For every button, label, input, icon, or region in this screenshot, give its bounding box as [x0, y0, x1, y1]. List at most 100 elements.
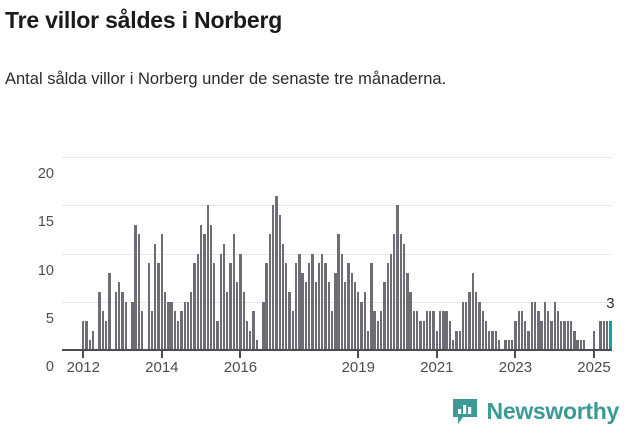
bar[interactable]	[452, 340, 455, 350]
bar[interactable]	[569, 321, 573, 350]
bar[interactable]	[556, 311, 560, 350]
bar[interactable]	[445, 311, 448, 350]
bar[interactable]	[321, 253, 324, 350]
bar[interactable]	[209, 224, 213, 350]
bar[interactable]	[402, 243, 406, 350]
bar[interactable]	[435, 330, 439, 350]
bar[interactable]	[530, 301, 533, 350]
bar[interactable]	[199, 224, 203, 350]
bar[interactable]	[491, 330, 494, 350]
bar[interactable]	[438, 311, 442, 350]
bar[interactable]	[252, 311, 255, 350]
bar[interactable]	[235, 282, 239, 350]
bar[interactable]	[543, 301, 547, 350]
bar[interactable]	[573, 330, 576, 350]
bar[interactable]	[481, 311, 484, 350]
bar[interactable]	[478, 301, 481, 350]
bar[interactable]	[190, 292, 193, 350]
bar[interactable]	[347, 263, 350, 350]
bar[interactable]	[517, 311, 520, 350]
bar[interactable]	[91, 330, 95, 350]
bar[interactable]	[537, 311, 540, 350]
bar[interactable]	[455, 330, 458, 350]
bar[interactable]	[268, 234, 272, 350]
bar[interactable]	[461, 301, 465, 350]
bar[interactable]	[311, 253, 314, 350]
bar[interactable]	[605, 321, 609, 350]
bar[interactable]	[406, 272, 409, 350]
bar[interactable]	[173, 311, 177, 350]
bar[interactable]	[203, 234, 206, 350]
bar[interactable]	[429, 311, 432, 350]
bar[interactable]	[599, 321, 602, 350]
bar[interactable]	[393, 234, 396, 350]
bar[interactable]	[239, 253, 242, 350]
bar[interactable]	[546, 311, 550, 350]
bar[interactable]	[383, 282, 386, 350]
bar[interactable]	[114, 292, 118, 350]
bar[interactable]	[216, 321, 219, 350]
bar[interactable]	[399, 234, 402, 350]
bar[interactable]	[380, 311, 383, 350]
bar[interactable]	[186, 301, 190, 350]
bar[interactable]	[409, 292, 412, 350]
bar[interactable]	[579, 340, 583, 350]
bar[interactable]	[291, 311, 294, 350]
bar[interactable]	[245, 321, 249, 350]
bar[interactable]	[386, 263, 389, 350]
bar[interactable]	[494, 330, 497, 350]
bar[interactable]	[213, 263, 216, 350]
bar[interactable]	[566, 321, 569, 350]
bar[interactable]	[416, 311, 419, 350]
bar[interactable]	[298, 253, 301, 350]
bar[interactable]	[389, 253, 393, 350]
bar[interactable]	[301, 272, 304, 350]
bar[interactable]	[229, 263, 232, 350]
bar[interactable]	[265, 263, 268, 350]
bar[interactable]	[376, 321, 380, 350]
bar[interactable]	[592, 330, 596, 350]
bar[interactable]	[504, 340, 507, 350]
bar[interactable]	[304, 282, 308, 350]
bar[interactable]	[484, 321, 488, 350]
bar[interactable]	[344, 282, 347, 350]
bar[interactable]	[360, 301, 363, 350]
bar[interactable]	[85, 321, 88, 350]
bar[interactable]	[167, 301, 170, 350]
bar[interactable]	[193, 263, 196, 350]
bar[interactable]	[609, 321, 612, 350]
bar[interactable]	[550, 321, 553, 350]
bar[interactable]	[324, 263, 327, 350]
bar[interactable]	[163, 292, 167, 350]
bar[interactable]	[419, 321, 422, 350]
bar[interactable]	[118, 282, 121, 350]
bar[interactable]	[363, 292, 366, 350]
bar[interactable]	[337, 234, 340, 350]
bar[interactable]	[442, 311, 445, 350]
bar[interactable]	[353, 282, 357, 350]
bar[interactable]	[255, 340, 258, 350]
bar[interactable]	[563, 321, 566, 350]
bar[interactable]	[281, 243, 285, 350]
bar[interactable]	[357, 292, 360, 350]
bar[interactable]	[147, 263, 150, 350]
bar[interactable]	[474, 292, 478, 350]
bar[interactable]	[334, 272, 337, 350]
bar[interactable]	[350, 272, 353, 350]
bar[interactable]	[560, 321, 563, 350]
bar[interactable]	[553, 301, 556, 350]
bar[interactable]	[232, 234, 236, 350]
bar[interactable]	[101, 311, 105, 350]
bar[interactable]	[327, 282, 330, 350]
bar[interactable]	[510, 340, 514, 350]
bar[interactable]	[488, 330, 491, 350]
bar[interactable]	[396, 205, 399, 350]
bar[interactable]	[108, 272, 111, 350]
bar[interactable]	[317, 263, 321, 350]
bar[interactable]	[314, 282, 317, 350]
bar[interactable]	[540, 321, 543, 350]
bar[interactable]	[121, 292, 124, 350]
bar[interactable]	[154, 243, 157, 350]
bar[interactable]	[514, 321, 517, 350]
bar[interactable]	[458, 330, 461, 350]
